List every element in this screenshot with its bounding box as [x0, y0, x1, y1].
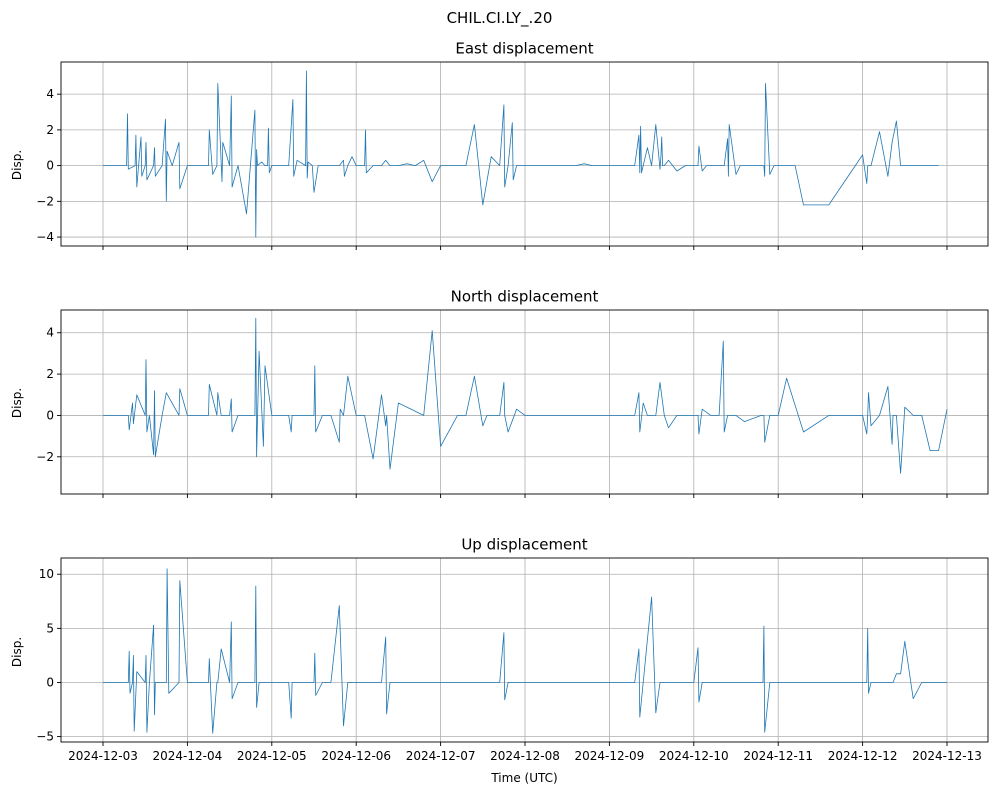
- panel-east-title: East displacement: [455, 40, 593, 58]
- panel-north-grid: [61, 310, 988, 494]
- panel-east-ylabel: Disp.: [10, 150, 24, 180]
- panel-north-ytick-label: 2: [46, 367, 54, 381]
- x-tick-label: 2024-12-04: [153, 749, 223, 763]
- figure-suptitle: CHIL.CI.LY_.20: [447, 9, 553, 28]
- panel-up-frame: [60, 557, 989, 743]
- panel-north-frame: [60, 309, 989, 495]
- panel-up-yticks: −5 0 5 10: [36, 567, 61, 744]
- panel-east-series-line: [103, 70, 939, 238]
- panel-up-ytick-label: −5: [36, 730, 54, 744]
- panel-east-xticks: [102, 246, 948, 250]
- panel-up-ytick-label: 0: [46, 675, 54, 689]
- panel-up-title: Up displacement: [461, 536, 587, 554]
- panel-east-ytick-label: −4: [36, 230, 54, 244]
- x-tick-label: 2024-12-08: [490, 749, 560, 763]
- panel-east: East displacement Disp. −4 −2 0 2 4: [10, 40, 989, 250]
- x-tick-label: 2024-12-12: [828, 749, 898, 763]
- panel-north-series-line: [103, 317, 948, 474]
- x-tick-label: 2024-12-09: [575, 749, 645, 763]
- panel-north-ytick-label: 4: [46, 326, 54, 340]
- x-tick-label: 2024-12-13: [912, 749, 982, 763]
- panel-north-ytick-label: 0: [46, 408, 54, 422]
- panel-north-xticks: [102, 494, 948, 498]
- panel-north-title: North displacement: [451, 288, 599, 306]
- panel-up-grid: [61, 558, 988, 742]
- panel-up-ytick-label: 5: [46, 621, 54, 635]
- panel-east-ytick-label: 0: [46, 159, 54, 173]
- panel-east-frame: [60, 61, 989, 247]
- panel-north-yticks: −2 0 2 4: [36, 326, 61, 464]
- x-tick-label: 2024-12-11: [743, 749, 813, 763]
- panel-east-ytick-label: 2: [46, 123, 54, 137]
- panel-up-ytick-label: 10: [39, 567, 54, 581]
- panel-north-ylabel: Disp.: [10, 388, 24, 418]
- x-tick-label: 2024-12-03: [68, 749, 138, 763]
- panel-up-ylabel: Disp.: [10, 637, 24, 667]
- panel-north-ytick-label: −2: [36, 450, 54, 464]
- panel-up-xticks: 2024-12-03 2024-12-04 2024-12-05 2024-12-06…: [68, 742, 982, 763]
- x-tick-label: 2024-12-06: [321, 749, 391, 763]
- panel-east-ytick-label: 4: [46, 87, 54, 101]
- x-axis-label: Time (UTC): [490, 771, 557, 785]
- x-tick-label: 2024-12-10: [659, 749, 729, 763]
- x-tick-label: 2024-12-05: [237, 749, 307, 763]
- x-tick-label: 2024-12-07: [406, 749, 476, 763]
- panel-east-yticks: −4 −2 0 2 4: [36, 87, 61, 244]
- panel-north: North displacement Disp. −2 0 2 4: [10, 288, 989, 498]
- panel-up-series-line: [103, 568, 947, 734]
- panel-east-grid: [61, 62, 988, 246]
- panel-east-ytick-label: −2: [36, 194, 54, 208]
